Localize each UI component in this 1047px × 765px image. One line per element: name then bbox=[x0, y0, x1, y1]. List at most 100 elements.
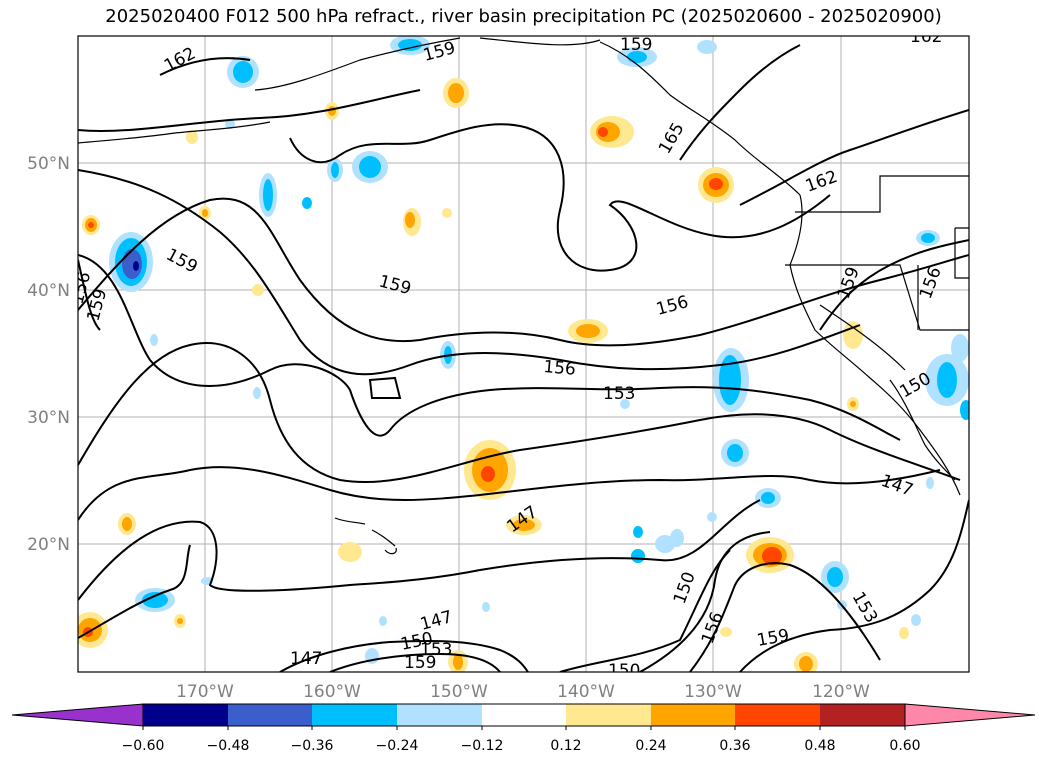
map-title: 2025020400 F012 500 hPa refract., river … bbox=[105, 6, 942, 27]
border-line bbox=[917, 227, 969, 330]
contour-line bbox=[78, 254, 901, 441]
baja-peninsula bbox=[889, 379, 956, 481]
coastlines bbox=[78, 37, 969, 555]
positive-anomaly-patch bbox=[199, 206, 211, 220]
latitude-label: 30°N bbox=[27, 408, 70, 428]
positive-anomaly-patch bbox=[590, 116, 634, 148]
contour-line bbox=[739, 109, 969, 206]
contour-line bbox=[739, 499, 969, 672]
negative-anomaly-patch bbox=[925, 354, 969, 406]
colorbar-segment bbox=[482, 704, 566, 726]
negative-anomaly-patch bbox=[135, 588, 175, 612]
colorbar-tick-label: 0.24 bbox=[635, 738, 666, 754]
negative-anomaly-patch bbox=[352, 151, 388, 183]
map-area bbox=[78, 36, 969, 672]
aleutian-islands bbox=[78, 121, 271, 144]
colorbar: −0.60 −0.48 −0.36 −0.24 −0.12 0.12 0.24 … bbox=[11, 703, 1036, 754]
negative-anomaly-patch bbox=[109, 232, 153, 292]
negative-anomaly-patch bbox=[259, 173, 277, 217]
border-line bbox=[785, 264, 969, 331]
positive-anomaly-patch bbox=[506, 515, 542, 535]
colorbar-tick-label: −0.24 bbox=[376, 738, 419, 754]
contour-label: 159 bbox=[620, 35, 652, 55]
colorbar-segment bbox=[143, 704, 228, 726]
contour-line bbox=[78, 89, 421, 133]
contour-label: 156 bbox=[543, 357, 577, 380]
contour-line bbox=[78, 466, 941, 521]
contour-line bbox=[78, 342, 961, 484]
colorbar-tick-label: −0.48 bbox=[207, 738, 250, 754]
positive-anomaly-patch bbox=[843, 321, 863, 349]
contour-label: 153 bbox=[603, 384, 635, 404]
colorbar-tick-label: 0.48 bbox=[804, 738, 835, 754]
colorbar-tick-label: −0.36 bbox=[291, 738, 334, 754]
colorbar-tick-label: 0.36 bbox=[719, 738, 750, 754]
contour-line bbox=[368, 376, 402, 399]
contour-line bbox=[689, 562, 881, 672]
contour-line bbox=[679, 44, 801, 161]
contour-line bbox=[78, 259, 101, 331]
colorbar-segment bbox=[820, 704, 905, 726]
north-america-coast bbox=[789, 194, 961, 496]
colorbar-segment bbox=[228, 704, 312, 726]
positive-anomaly-patch bbox=[568, 319, 608, 343]
positive-anomaly-patch bbox=[443, 78, 469, 108]
negative-anomaly-patch bbox=[755, 488, 781, 508]
colorbar-tick-labels: −0.60 −0.48 −0.36 −0.24 −0.12 0.12 0.24 … bbox=[122, 738, 921, 754]
contour-line bbox=[289, 123, 831, 272]
negative-anomaly-patch bbox=[721, 439, 749, 467]
positive-anomaly-patch bbox=[82, 215, 100, 235]
contour-line bbox=[159, 57, 251, 76]
contour-line bbox=[639, 531, 771, 672]
latitude-label: 40°N bbox=[27, 281, 70, 301]
longitude-label: 170°W bbox=[176, 682, 234, 702]
colorbar-segment bbox=[735, 704, 820, 726]
contour-line bbox=[329, 652, 501, 672]
longitude-label: 130°W bbox=[684, 682, 742, 702]
colorbar-segment bbox=[397, 704, 482, 726]
border-line bbox=[795, 175, 969, 213]
positive-anomaly-patch bbox=[186, 130, 909, 639]
map-border bbox=[77, 35, 970, 673]
contour-line bbox=[78, 544, 191, 639]
contour-label: 147 bbox=[290, 649, 322, 669]
contour-label: 150 bbox=[608, 661, 640, 681]
contour-line bbox=[279, 639, 529, 672]
alaska-coast bbox=[254, 37, 801, 196]
positive-anomaly-patch bbox=[118, 513, 136, 535]
contour-label: 153 bbox=[420, 640, 452, 660]
colorbar-tick-label: 0.12 bbox=[550, 738, 581, 754]
positive-anomaly-patch bbox=[174, 614, 186, 628]
positive-anomaly-patch bbox=[847, 397, 859, 411]
hawaii-islands bbox=[334, 517, 397, 555]
latitude-label: 20°N bbox=[27, 535, 70, 555]
longitude-labels: 170°W 160°W 150°W 140°W 130°W 120°W bbox=[176, 682, 870, 702]
positive-anomaly-patch bbox=[794, 652, 818, 672]
contour-line bbox=[78, 169, 861, 376]
longitude-label: 160°W bbox=[303, 682, 361, 702]
latitude-label: 50°N bbox=[27, 154, 70, 174]
colorbar-segment bbox=[566, 704, 651, 726]
colorbar-tick-label: −0.60 bbox=[122, 738, 165, 754]
positive-anomaly-patch bbox=[403, 208, 421, 236]
contour-line bbox=[559, 549, 731, 672]
colorbar-tick-label: −0.12 bbox=[461, 738, 504, 754]
longitude-label: 120°W bbox=[812, 682, 870, 702]
latitude-labels: 50°N 40°N 30°N 20°N bbox=[27, 154, 70, 555]
refractivity-contours bbox=[78, 44, 969, 672]
negative-anomaly-patch bbox=[821, 561, 849, 593]
colorbar-tick-label: 0.60 bbox=[889, 738, 920, 754]
border-line bbox=[819, 304, 906, 371]
positive-anomaly-patch bbox=[698, 167, 734, 203]
colorbar-segment bbox=[312, 704, 397, 726]
colorbar-ticks bbox=[142, 726, 906, 730]
colorbar-extend-min bbox=[11, 703, 144, 727]
contour-label: 162 bbox=[910, 27, 942, 47]
contour-line bbox=[78, 499, 761, 601]
colorbar-segment bbox=[651, 704, 735, 726]
contour-line bbox=[78, 197, 969, 347]
negative-anomaly-patch bbox=[227, 56, 259, 88]
longitude-label: 150°W bbox=[430, 682, 488, 702]
longitude-label: 140°W bbox=[557, 682, 615, 702]
